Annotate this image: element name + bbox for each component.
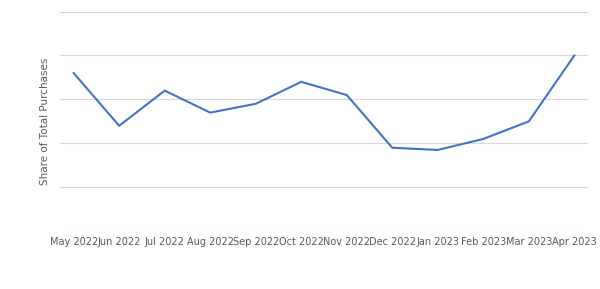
Y-axis label: Share of Total Purchases: Share of Total Purchases [40,58,50,185]
